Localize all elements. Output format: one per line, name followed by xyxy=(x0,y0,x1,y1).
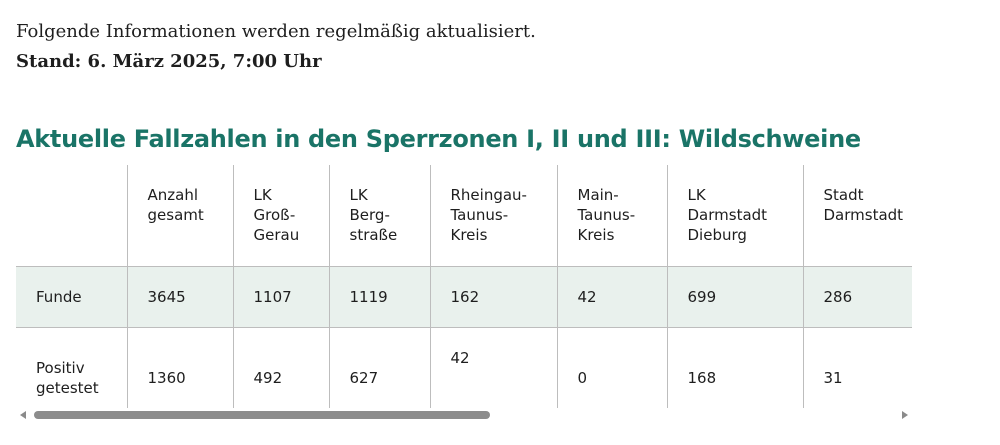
cases-table: Anzahl gesamt LK Groß- Gerau LK Berg- st… xyxy=(16,165,912,408)
table-cell: 31 xyxy=(802,327,912,408)
page-title: Aktuelle Fallzahlen in den Sperrzonen I,… xyxy=(16,125,861,153)
table-cell: 42 xyxy=(429,327,557,408)
table-row-positiv-getestet: Positiv getestet 1360 492 627 42 0 168 3… xyxy=(16,327,912,408)
intro-text: Folgende Informationen werden regelmäßig… xyxy=(16,21,536,42)
table-scroll-container[interactable]: Anzahl gesamt LK Groß- Gerau LK Berg- st… xyxy=(16,165,912,408)
table-cell: 3645 xyxy=(126,266,233,328)
table-cell: 1360 xyxy=(126,327,233,408)
horizontal-scrollbar[interactable] xyxy=(16,408,912,422)
table-header-row: Anzahl gesamt LK Groß- Gerau LK Berg- st… xyxy=(16,165,912,267)
scroll-right-arrow-icon[interactable] xyxy=(902,411,908,419)
table-cell: 162 xyxy=(429,266,557,328)
column-header-rheingau-taunus-kreis: Rheingau- Taunus- Kreis xyxy=(429,165,557,267)
column-header-main-taunus-kreis: Main- Taunus- Kreis xyxy=(556,165,667,267)
table-cell: 492 xyxy=(232,327,329,408)
stand-timestamp: Stand: 6. März 2025, 7:00 Uhr xyxy=(16,51,322,72)
table-cell: 286 xyxy=(802,266,912,328)
table-cell: 699 xyxy=(666,266,803,328)
column-header-lk-darmstadt-dieburg: LK Darmstadt Dieburg xyxy=(666,165,803,267)
column-header-anzahl-gesamt: Anzahl gesamt xyxy=(126,165,233,267)
table-cell: 0 xyxy=(556,327,667,408)
column-header-lk-bergstrasse: LK Berg- straße xyxy=(328,165,430,267)
scrollbar-thumb[interactable] xyxy=(34,411,490,419)
table-cell: 42 xyxy=(556,266,667,328)
table-cell: 1119 xyxy=(328,266,430,328)
column-header-lk-gross-gerau: LK Groß- Gerau xyxy=(232,165,329,267)
scrollbar-track[interactable] xyxy=(32,410,896,420)
scroll-left-arrow-icon[interactable] xyxy=(20,411,26,419)
column-header-empty xyxy=(16,165,127,267)
table-cell: 168 xyxy=(666,327,803,408)
table-row-funde: Funde 3645 1107 1119 162 42 699 286 xyxy=(16,266,912,328)
row-label-funde: Funde xyxy=(16,266,127,328)
table-cell: 1107 xyxy=(232,266,329,328)
column-header-stadt-darmstadt: Stadt Darmstadt xyxy=(802,165,912,267)
row-label-positiv-getestet: Positiv getestet xyxy=(36,359,99,397)
table-cell: 627 xyxy=(328,327,430,408)
